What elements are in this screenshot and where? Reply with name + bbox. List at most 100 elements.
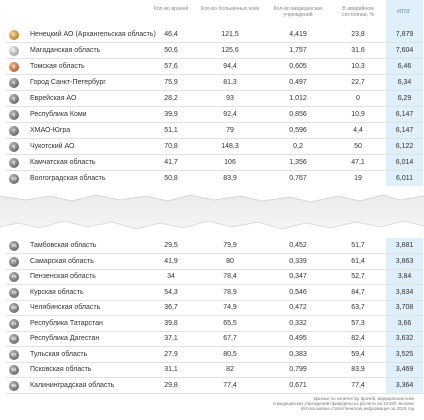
institutions-value: 0,497 (289, 79, 307, 86)
region-name: Город Санкт-Петербург (30, 79, 106, 86)
rank-badge: 84 (9, 365, 19, 375)
header-emergency: В аварийном состоянии, % (341, 6, 375, 18)
beds-value: 125,6 (221, 47, 239, 54)
region-name: Калининградская область (30, 381, 115, 389)
row-divider (6, 377, 424, 378)
region-name: Челябинская область (30, 304, 101, 311)
rank-badge: 4 (9, 78, 19, 88)
table-row: 5 Еврейская АО 28,2 93 1,012 0 6,29 (0, 91, 424, 107)
row-divider (6, 74, 424, 75)
doctors-value: 39,8 (164, 319, 178, 327)
row-divider (6, 346, 424, 347)
footnote-line-3: Использована статистическая информация з… (300, 406, 414, 412)
doctors-value: 29,8 (164, 381, 178, 389)
institutions-value: 0,2 (293, 143, 303, 150)
total-value: 3,525 (395, 350, 414, 358)
table-row: 10 Волгоградская область 50,8 83,9 0,767 19 6,… (0, 171, 424, 187)
table-row: 9 Камчатская область 41,7 106 1,356 47,1 6,014 (0, 155, 424, 171)
total-value: 6,014 (395, 159, 414, 166)
beds-value: 148,3 (221, 143, 239, 150)
total-value: 3,708 (395, 304, 414, 311)
header-total: ИТОГ (397, 9, 411, 15)
total-value: 3,66 (397, 319, 412, 327)
doctors-value: 51,1 (164, 127, 178, 134)
emergency-value: 31,6 (351, 47, 365, 54)
emergency-value: 10,3 (351, 63, 365, 70)
emergency-value: 52,7 (351, 273, 365, 280)
footnote: Данные по количеству врачей, медицинских… (214, 396, 414, 412)
row-divider (6, 330, 424, 332)
torn-paper-divider (0, 186, 424, 238)
region-name: Республика Коми (30, 111, 87, 118)
institutions-value: 1,356 (289, 159, 307, 166)
rank-badge: 10 (9, 174, 19, 184)
emergency-value: 83,9 (351, 366, 365, 373)
beds-value: 67,7 (223, 335, 237, 342)
row-divider (6, 106, 424, 107)
region-name: Еврейская АО (30, 95, 77, 102)
institutions-value: 0,495 (289, 335, 307, 342)
institutions-value: 1,012 (289, 95, 307, 102)
emergency-value: 57,3 (351, 319, 365, 327)
total-value: 3,469 (395, 366, 414, 373)
emergency-value: 51,7 (351, 242, 365, 249)
footnote-line-1: Данные по количеству врачей, медицинских… (313, 396, 414, 401)
institutions-value: 0,671 (289, 381, 307, 389)
institutions-value: 0,339 (289, 257, 307, 265)
doctors-value: 54,3 (164, 288, 178, 296)
total-value: 3,881 (395, 242, 414, 249)
total-value: 6,122 (395, 143, 414, 150)
institutions-value: 1,757 (289, 47, 307, 54)
doctors-value: 31,1 (164, 366, 178, 373)
doctors-value: 75,9 (164, 79, 178, 86)
rank-badge: 83 (9, 349, 19, 360)
row-divider (6, 392, 424, 394)
beds-value: 106 (224, 159, 236, 166)
rank-badge: 5 (9, 94, 19, 104)
doctors-value: 50,6 (164, 47, 178, 54)
total-value: 7,879 (395, 31, 414, 38)
beds-value: 83,9 (223, 175, 237, 182)
region-name: Камчатская область (30, 159, 96, 166)
region-name: Псковская область (30, 366, 92, 373)
institutions-value: 0,452 (289, 242, 307, 249)
institutions-value: 0,546 (289, 288, 307, 296)
table-row: 84 Псковская область 31,1 82 0,799 83,9 3,469 (0, 362, 424, 378)
row-divider (6, 268, 424, 270)
rank-badge: 79 (9, 287, 19, 298)
row-divider (6, 253, 424, 254)
emergency-value: 23,8 (351, 31, 365, 38)
rank-badge: 2 (9, 46, 19, 56)
region-name: Ненецкий АО (Архангельская область) (30, 31, 156, 38)
table-row: 76 Тамбовская область 29,5 79,9 0,452 51,7 3,8… (0, 238, 424, 254)
beds-value: 80,5 (223, 350, 237, 358)
beds-value: 79,9 (223, 242, 237, 249)
table-row: 1 Ненецкий АО (Архангельская область) 46,4… (0, 27, 424, 43)
region-name: Тамбовская область (30, 242, 97, 249)
row-divider (6, 361, 424, 363)
beds-value: 77,4 (223, 381, 237, 389)
beds-value: 78,4 (223, 273, 237, 280)
beds-value: 78,9 (223, 288, 237, 296)
total-value: 3,364 (395, 381, 414, 389)
institutions-value: 0,767 (289, 175, 307, 182)
doctors-value: 41,9 (164, 257, 178, 265)
doctors-value: 29,5 (164, 242, 178, 249)
beds-value: 82 (226, 366, 234, 373)
emergency-value: 19 (354, 175, 362, 182)
beds-value: 92,4 (223, 111, 237, 118)
region-name: Самарская область (30, 257, 94, 265)
rank-badge: 85 (9, 380, 19, 391)
row-divider (6, 154, 424, 155)
total-value: 6,46 (397, 63, 412, 70)
institutions-value: 0,383 (289, 350, 307, 358)
total-value: 3,834 (395, 288, 414, 296)
institutions-value: 0,332 (289, 319, 307, 327)
doctors-value: 41,7 (164, 159, 178, 166)
table-row: 82 Республика Дагестан 37,1 67,7 0,495 82,4 3,… (0, 331, 424, 347)
beds-value: 121,5 (221, 31, 239, 38)
institutions-value: 0,596 (289, 127, 307, 134)
emergency-value: 63,7 (351, 304, 365, 311)
table-row: 4 Город Санкт-Петербург 75,9 81,3 0,497 22,7 6… (0, 75, 424, 91)
region-name: Курская область (30, 288, 84, 296)
